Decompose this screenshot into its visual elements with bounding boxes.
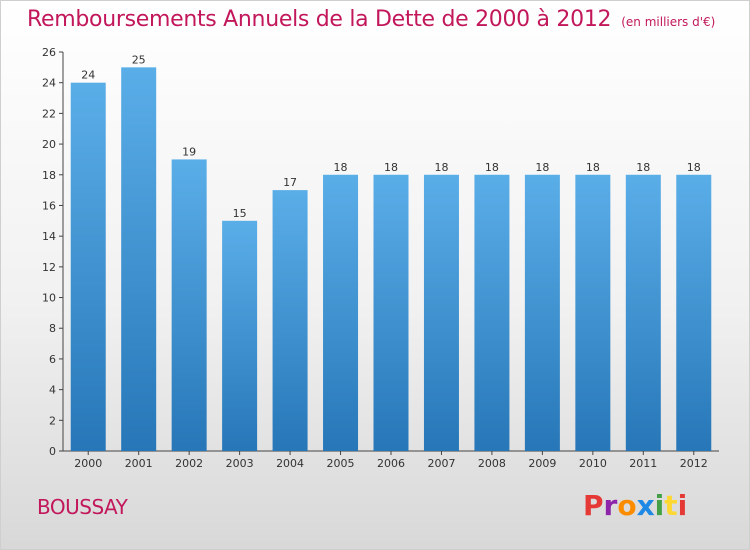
proxiti-logo: Proxiti bbox=[583, 489, 687, 522]
x-tick-label: 2001 bbox=[125, 457, 153, 470]
y-tick-label: 4 bbox=[49, 384, 56, 397]
data-label: 18 bbox=[434, 161, 448, 174]
x-tick-label: 2003 bbox=[226, 457, 254, 470]
data-label: 18 bbox=[485, 161, 499, 174]
commune-name: BOUSSAY bbox=[37, 495, 128, 519]
y-tick-label: 2 bbox=[49, 414, 56, 427]
y-tick-label: 20 bbox=[42, 138, 56, 151]
x-tick-label: 2009 bbox=[528, 457, 556, 470]
x-tick-label: 2006 bbox=[377, 457, 405, 470]
y-tick-label: 12 bbox=[42, 261, 56, 274]
logo-letter: i bbox=[654, 489, 665, 522]
bar bbox=[70, 82, 106, 451]
logo-letter: x bbox=[636, 489, 655, 522]
bar bbox=[575, 174, 611, 451]
bar bbox=[474, 174, 510, 451]
y-tick-label: 26 bbox=[42, 46, 56, 59]
y-tick-label: 0 bbox=[49, 445, 56, 458]
x-tick-label: 2004 bbox=[276, 457, 304, 470]
data-label: 18 bbox=[334, 161, 348, 174]
bar bbox=[524, 174, 560, 451]
y-tick-label: 18 bbox=[42, 169, 56, 182]
bar bbox=[423, 174, 459, 451]
y-tick-label: 14 bbox=[42, 230, 56, 243]
x-tick-label: 2002 bbox=[175, 457, 203, 470]
logo-letter: P bbox=[583, 489, 604, 522]
data-label: 18 bbox=[384, 161, 398, 174]
chart-title: Remboursements Annuels de la Dette de 20… bbox=[27, 7, 715, 32]
data-label: 25 bbox=[132, 53, 146, 66]
x-tick-label: 2007 bbox=[427, 457, 455, 470]
bar bbox=[171, 159, 207, 451]
bar bbox=[373, 174, 409, 451]
logo-letter: t bbox=[664, 489, 678, 522]
data-label: 18 bbox=[636, 161, 650, 174]
chart-title-text: Remboursements Annuels de la Dette de 20… bbox=[27, 7, 612, 32]
y-tick-label: 22 bbox=[42, 107, 56, 120]
logo-letter: i bbox=[677, 489, 688, 522]
y-tick-label: 6 bbox=[49, 353, 56, 366]
bar bbox=[272, 190, 308, 451]
bar bbox=[676, 174, 712, 451]
logo-letter: o bbox=[617, 489, 637, 522]
x-tick-label: 2010 bbox=[579, 457, 607, 470]
data-label: 15 bbox=[233, 207, 247, 220]
bar bbox=[121, 67, 157, 451]
chart-unit: (en milliers d'€) bbox=[621, 15, 716, 29]
data-label: 24 bbox=[81, 69, 95, 82]
bar bbox=[323, 174, 359, 451]
bar bbox=[625, 174, 661, 451]
data-label: 18 bbox=[687, 161, 701, 174]
y-tick-label: 16 bbox=[42, 199, 56, 212]
logo-letter: r bbox=[603, 489, 618, 522]
x-tick-label: 2011 bbox=[629, 457, 657, 470]
x-tick-label: 2005 bbox=[327, 457, 355, 470]
data-label: 18 bbox=[586, 161, 600, 174]
data-label: 17 bbox=[283, 176, 297, 189]
x-tick-label: 2012 bbox=[680, 457, 708, 470]
y-tick-label: 8 bbox=[49, 322, 56, 335]
data-label: 19 bbox=[182, 145, 196, 158]
bar bbox=[222, 220, 258, 451]
x-tick-label: 2000 bbox=[74, 457, 102, 470]
data-label: 18 bbox=[535, 161, 549, 174]
y-tick-label: 24 bbox=[42, 77, 56, 90]
y-tick-label: 10 bbox=[42, 292, 56, 305]
x-tick-label: 2008 bbox=[478, 457, 506, 470]
